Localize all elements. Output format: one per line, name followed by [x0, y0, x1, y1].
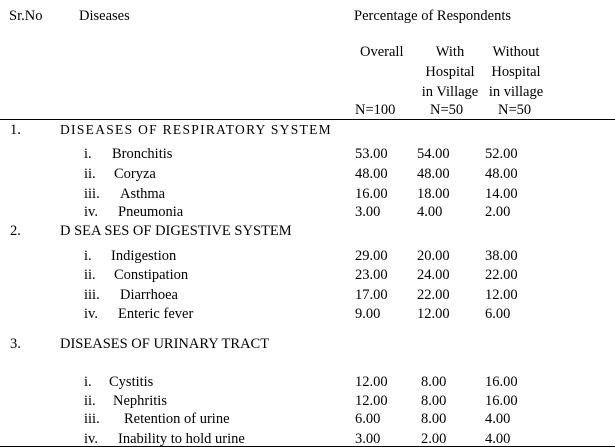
value-without-hospital: 2.00 [485, 204, 511, 220]
value-with-hospital: 12.00 [417, 306, 450, 322]
value-with-hospital: 24.00 [417, 267, 450, 283]
value-overall: 16.00 [355, 186, 388, 202]
section-number: 1. [10, 122, 21, 138]
disease-name: Coryza [114, 166, 156, 182]
row-number: iii. [84, 287, 100, 303]
header-n-without: N=50 [498, 102, 532, 118]
value-without-hospital: 16.00 [485, 393, 518, 409]
disease-name: Inability to hold urine [118, 431, 245, 447]
value-overall: 23.00 [355, 267, 388, 283]
value-with-hospital: 22.00 [417, 287, 450, 303]
row-number: ii. [84, 267, 96, 283]
value-with-hospital: 8.00 [421, 411, 447, 427]
row-number: i. [84, 146, 92, 162]
disease-name: Constipation [114, 267, 189, 283]
row-number: i. [84, 374, 92, 390]
row-number: i. [84, 248, 92, 264]
header-percentage-group: Percentage of Respondents [354, 8, 512, 24]
value-without-hospital: 4.00 [485, 411, 511, 427]
value-without-hospital: 48.00 [485, 166, 518, 182]
value-overall: 12.00 [355, 393, 388, 409]
value-overall: 9.00 [355, 306, 381, 322]
row-number: iv. [84, 204, 98, 220]
value-overall: 3.00 [355, 431, 381, 447]
value-with-hospital: 4.00 [417, 204, 443, 220]
value-overall: 29.00 [355, 248, 388, 264]
value-overall: 53.00 [355, 146, 388, 162]
header-overall: Overall [360, 44, 404, 60]
disease-name: Diarrhoea [120, 287, 178, 303]
value-with-hospital: 20.00 [417, 248, 450, 264]
value-with-hospital: 48.00 [417, 166, 450, 182]
value-without-hospital: 16.00 [485, 374, 518, 390]
value-with-hospital: 54.00 [417, 146, 450, 162]
header-with-line3: in Village [421, 84, 479, 100]
value-without-hospital: 22.00 [485, 267, 518, 283]
value-without-hospital: 6.00 [485, 306, 511, 322]
value-with-hospital: 8.00 [421, 393, 447, 409]
header-sr-no: Sr.No [9, 8, 43, 24]
value-with-hospital: 8.00 [421, 374, 447, 390]
header-divider [0, 119, 615, 120]
disease-name: Bronchitis [112, 146, 173, 162]
value-without-hospital: 14.00 [485, 186, 518, 202]
row-number: iii. [84, 186, 100, 202]
header-diseases: Diseases [79, 8, 130, 24]
header-with-line2: Hospital [425, 64, 475, 80]
header-n-with: N=50 [430, 102, 464, 118]
row-number: iv. [84, 431, 98, 447]
section-title: DISEASES OF RESPIRATORY SYSTEM [60, 122, 332, 137]
header-with-line1: With [435, 44, 465, 60]
value-overall: 17.00 [355, 287, 388, 303]
value-overall: 6.00 [355, 411, 381, 427]
section-number: 3. [10, 336, 21, 352]
value-overall: 12.00 [355, 374, 388, 390]
disease-name: Pneumonia [118, 204, 184, 220]
value-without-hospital: 38.00 [485, 248, 518, 264]
disease-name: Cystitis [109, 374, 154, 390]
section-title: DISEASES OF URINARY TRACT [60, 336, 270, 352]
disease-name: Retention of urine [124, 411, 230, 427]
row-number: iii. [84, 411, 100, 427]
disease-name: Asthma [120, 186, 166, 202]
value-overall: 48.00 [355, 166, 388, 182]
disease-name: Indigestion [111, 248, 177, 264]
section-title: D SEA SES OF DIGESTIVE SYSTEM [60, 223, 292, 239]
row-number: ii. [84, 393, 96, 409]
row-number: iv. [84, 306, 98, 322]
value-without-hospital: 52.00 [485, 146, 518, 162]
header-without-line1: Without [492, 44, 540, 60]
value-without-hospital: 12.00 [485, 287, 518, 303]
header-without-line3: in village [488, 84, 544, 100]
value-with-hospital: 18.00 [417, 186, 450, 202]
row-number: ii. [84, 166, 96, 182]
disease-name: Nephritis [113, 393, 167, 409]
disease-name: Enteric fever [118, 306, 194, 322]
value-overall: 3.00 [355, 204, 381, 220]
section-number: 2. [10, 223, 21, 239]
value-with-hospital: 2.00 [421, 431, 447, 447]
header-without-line2: Hospital [491, 64, 541, 80]
value-without-hospital: 4.00 [485, 431, 511, 447]
header-n-overall: N=100 [355, 102, 396, 118]
